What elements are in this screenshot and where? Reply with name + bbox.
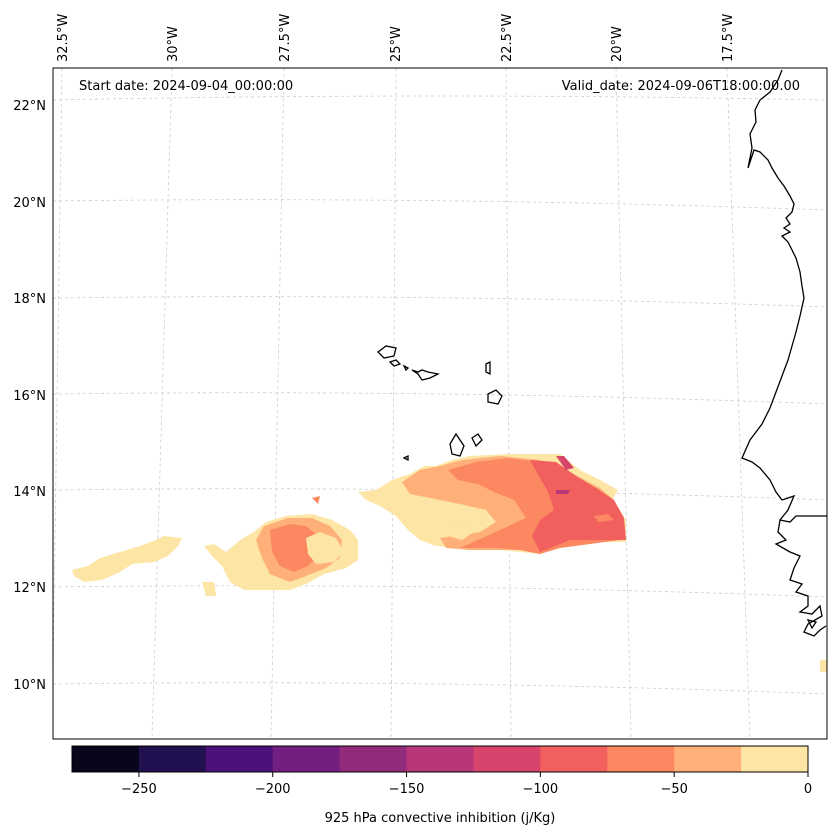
longitude-labels: 32.5°W 30°W 27.5°W 25°W 22.5°W 20°W 17.5… [56, 14, 736, 62]
lon-label: 27.5°W [278, 14, 293, 62]
colorbar-swatch [406, 746, 474, 772]
colorbar-tick-label: −250 [121, 782, 157, 797]
island-fogo [449, 432, 465, 457]
lat-label: 10°N [13, 678, 46, 693]
colorbar-swatch [339, 746, 408, 772]
parallel-10n [53, 682, 827, 695]
contour-central-orange-spot [290, 542, 308, 558]
parallel-22n [53, 95, 827, 101]
colorbar-tick-label: −50 [660, 782, 687, 797]
contour-east-red [530, 460, 626, 552]
map-frame [52, 67, 828, 740]
lon-label: 32.5°W [56, 14, 71, 62]
parallel-16n [53, 392, 827, 405]
contour-coast-yellow [820, 660, 827, 672]
contour-central-fleck [312, 496, 320, 504]
latitude-labels: 22°N 20°N 18°N 16°N 14°N 12°N 10°N [13, 99, 46, 693]
map-area [53, 68, 827, 739]
lat-label: 18°N [13, 292, 46, 307]
colorbar-swatch [272, 746, 341, 772]
colorbar-tick-label: −150 [389, 782, 425, 797]
meridian-32-5w [53, 68, 63, 699]
contour-small-yellow [202, 582, 216, 596]
lon-label: 25°W [389, 26, 404, 62]
colorbar-swatch [138, 746, 207, 772]
lon-label: 22.5°W [500, 14, 515, 62]
lon-label: 20°W [610, 26, 625, 62]
lon-label: 17.5°W [721, 14, 736, 62]
coast-bissau-b [806, 619, 818, 630]
meridian-20w [615, 68, 632, 739]
contour-east-magenta [556, 490, 570, 494]
graticule [53, 68, 827, 739]
contour-east-yellow-core [448, 520, 474, 540]
cin-contours [72, 454, 827, 672]
island-santiago [471, 433, 483, 448]
colorbar-tick-label: 0 [804, 782, 812, 797]
meridian-17-5w [726, 68, 751, 739]
contour-east-orange-spot [594, 514, 614, 522]
lat-label: 16°N [13, 389, 46, 404]
lat-label: 20°N [13, 196, 46, 211]
contour-western-yellow [72, 536, 182, 582]
colorbar-swatch [205, 746, 274, 772]
start-date-label: Start date: 2024-09-04_00:00:00 [79, 79, 293, 94]
contour-central-yellow-core [306, 532, 344, 564]
colorbar-tick-label: −100 [523, 782, 559, 797]
coastlines [377, 69, 827, 637]
contour-east-deepred [556, 456, 574, 470]
valid-date-label: Valid_date: 2024-09-06T18:00:00.00 [562, 79, 800, 94]
island-santa-luzia [402, 364, 410, 372]
meridian-22-5w [505, 68, 512, 739]
lat-label: 12°N [13, 581, 46, 596]
parallel-18n [53, 296, 827, 308]
island-boa-vista [487, 389, 503, 405]
meridian-30w [151, 68, 173, 739]
colorbar-swatch [741, 746, 809, 772]
lon-label: 30°W [166, 26, 181, 62]
parallel-20n [53, 199, 827, 211]
colorbar-frame [71, 745, 809, 773]
colorbar-swatches [72, 746, 809, 772]
colorbar: −250 −200 −150 −100 −50 0 925 hPa convective … [71, 745, 812, 826]
colorbar-swatch [473, 746, 541, 772]
meridian-25w [390, 68, 397, 739]
lat-label: 14°N [13, 485, 46, 500]
colorbar-swatch [674, 746, 742, 772]
colorbar-swatch [72, 746, 140, 772]
island-sao-vicente [388, 359, 402, 367]
colorbar-label: 925 hPa convective inhibition (j/Kg) [325, 811, 556, 826]
island-santo-antao [377, 345, 397, 359]
coast-bissau-a [779, 515, 827, 523]
meridian-27-5w [270, 68, 285, 739]
colorbar-ticks: −250 −200 −150 −100 −50 0 [121, 772, 812, 797]
island-sao-nicolau [411, 369, 440, 381]
contour-east-orange-spot-2 [518, 538, 532, 548]
coast-africa [741, 69, 827, 637]
colorbar-swatch [607, 746, 675, 772]
island-sal [485, 360, 491, 376]
parallel-12n [53, 585, 827, 598]
colorbar-swatch [540, 746, 608, 772]
parallel-14n [53, 488, 827, 501]
lat-label: 22°N [13, 99, 46, 114]
colorbar-tick-label: −200 [255, 782, 291, 797]
island-brava [402, 454, 409, 462]
